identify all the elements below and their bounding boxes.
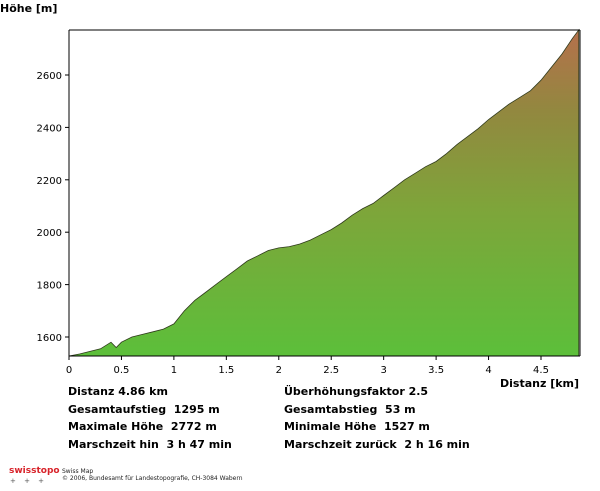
stats-right: Überhöhungsfaktor 2.5 Gesamtabstieg 53 m…	[284, 383, 470, 453]
y-tick-label: 2200	[37, 176, 62, 187]
stat-total-descent: Gesamtabstieg 53 m	[284, 402, 416, 416]
x-tick-label: 3	[380, 365, 386, 376]
x-axis-title: Distanz [km]	[500, 377, 579, 390]
copyright-text: © 2006, Bundesamt für Landestopografie, …	[62, 475, 243, 482]
elevation-area	[68, 28, 580, 357]
logo-topo-text: topo	[36, 466, 60, 476]
credits: Swiss Map © 2006, Bundesamt für Landesto…	[62, 468, 243, 482]
x-tick-label: 2	[276, 365, 282, 376]
logo-swiss-text: swiss	[9, 466, 37, 476]
x-tick-label: 2.5	[323, 365, 339, 376]
swisstopo-logo: swisstopo	[9, 466, 60, 476]
y-tick-label: 1800	[37, 281, 62, 292]
stat-max-height: Maximale Höhe 2772 m	[68, 420, 217, 433]
plot-area	[68, 28, 580, 357]
x-tick-label: 4.5	[533, 365, 549, 376]
stat-exaggeration: Überhöhungsfaktor 2.5	[284, 385, 429, 398]
y-tick-label: 2400	[37, 123, 62, 134]
x-tick-label: 1.5	[218, 365, 234, 376]
stat-total-ascent: Gesamtaufstieg 1295 m	[68, 402, 220, 416]
x-tick-label: 0.5	[113, 365, 129, 376]
x-tick-label: 1	[171, 365, 177, 376]
x-tick-label: 3.5	[428, 365, 444, 376]
stats-left: Distanz 4.86 km Gesamtaufstieg 1295 m Ma…	[68, 383, 232, 453]
stat-min-height: Minimale Höhe 1527 m	[284, 420, 430, 433]
product-name: Swiss Map	[62, 468, 94, 475]
stat-distance: Distanz 4.86 km	[68, 385, 168, 398]
logo-crosses-icon: + + +	[10, 477, 48, 485]
elevation-profile-chart: Höhe [m] 1600 1800 2000 2200 2400 2600 0 0.5 1 1.…	[0, 2, 581, 390]
y-axis-title: Höhe [m]	[0, 2, 57, 15]
y-tick-label: 2000	[37, 228, 62, 239]
x-tick-label: 0	[66, 365, 72, 376]
y-tick-label: 1600	[37, 333, 62, 344]
stat-walk-time-there: Marschzeit hin 3 h 47 min	[68, 437, 232, 451]
y-tick-label: 2600	[37, 71, 62, 82]
stat-walk-time-back: Marschzeit zurück 2 h 16 min	[284, 437, 470, 451]
axes: 1600 1800 2000 2200 2400 2600 0 0.5 1 1.5 2 2.5 3 3.5…	[37, 29, 581, 376]
x-tick-label: 4	[485, 365, 491, 376]
